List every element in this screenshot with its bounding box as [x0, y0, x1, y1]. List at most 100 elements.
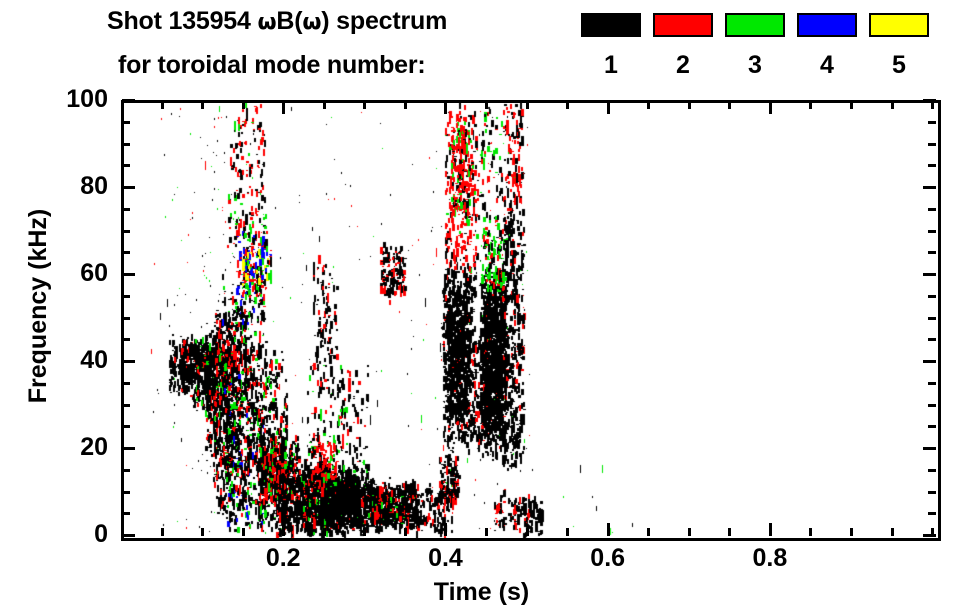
chart-title-spectrum-text: ) spectrum: [321, 7, 448, 35]
y-tick-right-minor-90: [928, 143, 936, 146]
x-tick-minor-0.1: [201, 528, 204, 536]
y-tick-major-20: [122, 447, 135, 450]
x-tick-label-0.8: 0.8: [752, 544, 788, 572]
x-tick-major-0.8: [769, 523, 772, 536]
x-axis-title: Time (s): [433, 578, 530, 606]
x-tick-top-minor-0.55: [566, 101, 569, 109]
y-tick-right-minor-45: [928, 338, 936, 341]
x-tick-major-0.2: [282, 523, 285, 536]
x-tick-minor-0.85: [809, 528, 812, 536]
x-tick-major-0.4: [444, 523, 447, 536]
legend-swatch-4: [797, 13, 857, 37]
x-tick-label-0.6: 0.6: [590, 544, 626, 572]
chart-title-shot-text: Shot 135954: [107, 7, 258, 35]
x-tick-top-major-0.6: [607, 101, 610, 114]
omega-symbol-1: ω: [257, 10, 277, 35]
y-tick-label-100: 100: [66, 85, 108, 113]
x-tick-minor-0.25: [323, 528, 326, 536]
y-tick-label-60: 60: [80, 259, 108, 287]
y-tick-major-80: [122, 186, 135, 189]
y-tick-major-40: [122, 360, 135, 363]
y-tick-minor-35: [122, 382, 130, 385]
y-tick-right-minor-85: [928, 164, 936, 167]
y-tick-minor-65: [122, 251, 130, 254]
legend-entry-5[interactable]: 5: [869, 13, 931, 85]
x-tick-top-minor-0.1: [201, 101, 204, 109]
y-tick-right-minor-30: [928, 404, 936, 407]
y-tick-label-80: 80: [80, 172, 108, 200]
y-tick-right-minor-50: [928, 317, 936, 320]
x-tick-top-major-0.2: [282, 101, 285, 114]
legend-entry-3[interactable]: 3: [725, 13, 787, 85]
y-tick-minor-70: [122, 230, 130, 233]
y-tick-right-major-20: [923, 447, 936, 450]
y-tick-right-minor-35: [928, 382, 936, 385]
x-tick-top-minor-0.75: [728, 101, 731, 109]
chart-title-line-2: for toroidal mode number:: [118, 51, 426, 79]
x-tick-top-minor-0.65: [647, 101, 650, 109]
omega-symbol-2: ω: [302, 10, 322, 35]
y-tick-minor-25: [122, 425, 130, 428]
x-tick-top-minor-0.9: [850, 101, 853, 109]
x-tick-minor-0.55: [566, 528, 569, 536]
x-tick-minor-1: [931, 528, 934, 536]
x-tick-label-0.4: 0.4: [428, 544, 463, 572]
y-tick-right-minor-95: [928, 121, 936, 124]
y-tick-label-40: 40: [80, 346, 108, 374]
y-tick-minor-55: [122, 295, 130, 298]
y-tick-major-0: [122, 534, 135, 537]
y-tick-minor-10: [122, 491, 130, 494]
y-tick-label-0: 0: [94, 520, 108, 548]
y-axis-title: Frequency (kHz): [24, 208, 52, 404]
y-tick-minor-85: [122, 164, 130, 167]
y-tick-minor-50: [122, 317, 130, 320]
y-tick-minor-15: [122, 469, 130, 472]
x-tick-top-minor-0.5: [526, 101, 529, 109]
y-tick-right-major-0: [923, 534, 936, 537]
y-tick-minor-30: [122, 404, 130, 407]
x-tick-minor-0.35: [404, 528, 407, 536]
x-tick-top-minor-0.7: [688, 101, 691, 109]
y-tick-major-100: [122, 99, 135, 102]
x-tick-top-minor-0.15: [242, 101, 245, 109]
y-tick-right-minor-75: [928, 208, 936, 211]
y-axis-title-wrap: Frequency (kHz): [24, 96, 56, 516]
x-tick-label-0.2: 0.2: [265, 544, 301, 572]
y-tick-major-60: [122, 273, 135, 276]
x-tick-minor-0.45: [485, 528, 488, 536]
y-tick-minor-45: [122, 338, 130, 341]
legend-swatch-1: [581, 13, 641, 37]
legend-label-1: 1: [604, 51, 618, 79]
spectrogram-canvas: [124, 103, 938, 538]
y-tick-right-minor-5: [928, 512, 936, 515]
x-tick-minor-0.75: [728, 528, 731, 536]
x-tick-top-minor-0.3: [363, 101, 366, 109]
y-tick-right-major-40: [923, 360, 936, 363]
x-tick-minor-0.3: [363, 528, 366, 536]
y-axis-tick-labels: 0 20 40 60 80 100: [40, 0, 108, 615]
y-tick-right-major-60: [923, 273, 936, 276]
y-tick-minor-75: [122, 208, 130, 211]
legend-entry-2[interactable]: 2: [653, 13, 715, 85]
x-tick-minor-0.65: [647, 528, 650, 536]
y-tick-right-minor-15: [928, 469, 936, 472]
x-tick-minor-0.95: [891, 528, 894, 536]
y-tick-minor-95: [122, 121, 130, 124]
x-tick-top-minor-0.05: [161, 101, 164, 109]
legend-swatch-3: [725, 13, 785, 37]
x-tick-minor-0.05: [161, 528, 164, 536]
legend: 1 2 3 4 5: [581, 13, 941, 85]
y-tick-right-minor-65: [928, 251, 936, 254]
x-tick-top-minor-0.35: [404, 101, 407, 109]
y-tick-label-20: 20: [80, 433, 108, 461]
legend-entry-1[interactable]: 1: [581, 13, 643, 85]
legend-label-4: 4: [820, 51, 834, 79]
y-tick-right-minor-55: [928, 295, 936, 298]
x-tick-minor-0.15: [242, 528, 245, 536]
y-tick-right-minor-10: [928, 491, 936, 494]
legend-entry-4[interactable]: 4: [797, 13, 859, 85]
legend-swatch-2: [653, 13, 713, 37]
x-axis-tick-labels: 0.2 0.4 0.6 0.8: [0, 546, 963, 578]
y-tick-minor-90: [122, 143, 130, 146]
